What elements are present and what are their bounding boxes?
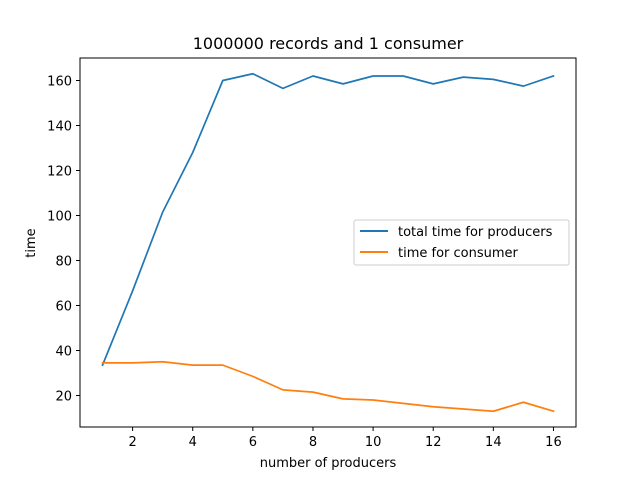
- x-axis-ticks: 2 4 6 8 10 12 14 16: [128, 427, 562, 450]
- y-tick-label: 40: [55, 345, 72, 360]
- y-tick-label: 100: [47, 210, 72, 225]
- series-layer: [101, 72, 555, 413]
- series-line-producers: [101, 72, 555, 367]
- y-tick-label: 80: [55, 255, 72, 270]
- y-tick-label: 120: [47, 165, 72, 180]
- legend-entry-producers: total time for producers: [398, 225, 553, 240]
- legend-entry-consumer: time for consumer: [398, 246, 519, 261]
- legend: total time for producers time for consum…: [353, 219, 570, 266]
- x-tick-label: 10: [365, 435, 382, 450]
- y-tick-label: 160: [47, 75, 72, 90]
- chart-title: 1000000 records and 1 consumer: [193, 34, 464, 53]
- y-tick-label: 20: [55, 390, 72, 405]
- x-tick-label: 12: [425, 435, 442, 450]
- x-tick-label: 2: [128, 435, 136, 450]
- x-tick-label: 4: [189, 435, 197, 450]
- y-axis-ticks: 20 40 60 80 100 120 140 160: [47, 75, 80, 405]
- series-line-consumer: [101, 360, 555, 413]
- legend-box: [353, 219, 570, 266]
- x-axis-label: number of producers: [260, 456, 397, 471]
- x-tick-label: 6: [249, 435, 257, 450]
- x-tick-label: 8: [309, 435, 317, 450]
- y-tick-label: 140: [47, 120, 72, 135]
- y-axis-label: time: [24, 228, 39, 257]
- y-tick-label: 60: [55, 300, 72, 315]
- x-tick-label: 16: [545, 435, 562, 450]
- x-tick-label: 14: [485, 435, 502, 450]
